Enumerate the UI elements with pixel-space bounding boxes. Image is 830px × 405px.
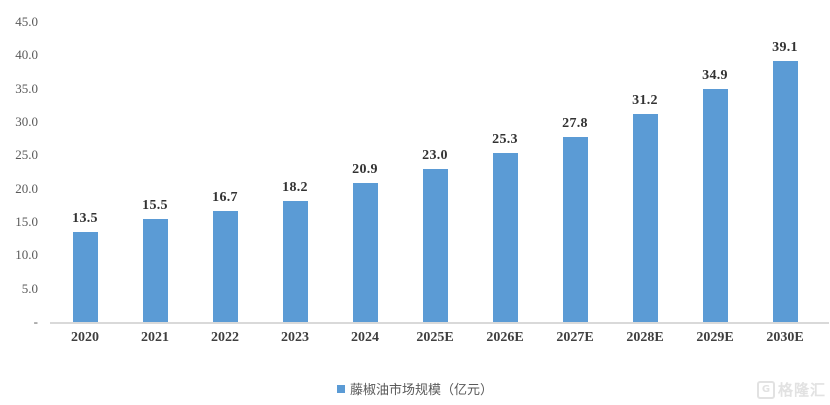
bar-slot: 31.2 xyxy=(610,22,680,322)
x-axis-label: 2023 xyxy=(281,330,309,345)
bar xyxy=(772,61,798,322)
gelonghui-watermark: G 格隆汇 xyxy=(756,379,826,400)
y-axis-tick-label: 40.0 xyxy=(15,47,38,63)
gelonghui-logo-text: 格隆汇 xyxy=(777,381,826,399)
x-axis-label: 2021 xyxy=(141,330,169,345)
bar-value-label: 31.2 xyxy=(632,93,658,108)
x-axis-line xyxy=(50,322,829,324)
x-axis-label: 2025E xyxy=(416,330,454,345)
bar xyxy=(562,136,588,322)
bar xyxy=(352,182,378,322)
bar xyxy=(72,232,98,322)
bar-value-label: 27.8 xyxy=(562,115,588,131)
bar-slot: 13.5 xyxy=(50,22,120,322)
bar-value-label: 34.9 xyxy=(702,68,728,84)
x-axis-label: 2022 xyxy=(211,330,239,345)
x-axis-label: 2028E xyxy=(626,330,664,345)
y-axis-tick-label: 45.0 xyxy=(15,14,38,29)
y-axis-tick-label: - xyxy=(33,314,38,329)
bar-slot: 18.2 xyxy=(260,22,330,322)
y-axis-tick-label: 10.0 xyxy=(15,247,38,263)
legend: 藤椒油市场规模（亿元） xyxy=(0,379,830,398)
bar xyxy=(142,218,168,322)
legend-label: 藤椒油市场规模（亿元） xyxy=(349,382,493,397)
y-axis-tick-label: 5.0 xyxy=(21,280,38,296)
bar-value-label: 18.2 xyxy=(282,179,308,195)
bar xyxy=(212,210,238,322)
bar xyxy=(282,200,308,322)
bar xyxy=(702,89,728,322)
bar-value-label: 16.7 xyxy=(212,189,238,205)
plot-area: 13.5 15.5 16.7 18.2 20.9 23.0 25.3 27.8 31.2 34.9… xyxy=(50,22,829,324)
y-axis-tick-label: 35.0 xyxy=(15,80,38,96)
bar xyxy=(422,168,448,322)
bar-value-label: 23.0 xyxy=(422,147,448,163)
bar-value-label: 20.9 xyxy=(352,161,378,177)
bar-slot: 25.3 xyxy=(470,22,540,322)
bar xyxy=(632,114,658,322)
x-axis-label: 2026E xyxy=(486,330,524,345)
x-axis-labels: 2020 2021 2022 2023 2024 2025E 2026E 2027E 2028E… xyxy=(50,330,820,346)
bar-slot: 16.7 xyxy=(190,22,260,322)
bar-slot: 20.9 xyxy=(330,22,400,322)
bars-container: 13.5 15.5 16.7 18.2 20.9 23.0 25.3 27.8 31.2 34.9… xyxy=(50,22,820,322)
gelonghui-logo-icon: G xyxy=(756,380,775,399)
bar-slot: 23.0 xyxy=(400,22,470,322)
x-axis-label: 2020 xyxy=(71,330,99,345)
legend-swatch xyxy=(336,384,345,393)
x-axis-label: 2027E xyxy=(556,330,594,345)
bar-value-label: 15.5 xyxy=(142,197,168,213)
bar-slot: 39.1 xyxy=(750,22,820,322)
x-axis-label: 2024 xyxy=(351,330,379,345)
bar-value-label: 13.5 xyxy=(72,211,98,226)
bar-slot: 27.8 xyxy=(540,22,610,322)
y-axis-tick-label: 25.0 xyxy=(15,147,38,163)
y-axis-tick-label: 20.0 xyxy=(15,180,38,196)
y-axis-tick-label: 15.0 xyxy=(15,214,38,229)
x-axis-label: 2030E xyxy=(766,330,804,345)
bar-value-label: 25.3 xyxy=(492,132,518,148)
y-axis-tick-label: 30.0 xyxy=(15,114,38,129)
bar-slot: 15.5 xyxy=(120,22,190,322)
x-axis-label: 2029E xyxy=(696,330,734,345)
bar xyxy=(492,153,518,322)
bar-value-label: 39.1 xyxy=(772,40,798,56)
y-axis: 45.0 40.0 35.0 30.0 25.0 20.0 15.0 10.0 5.0 - xyxy=(0,14,40,329)
bar-slot: 34.9 xyxy=(680,22,750,322)
